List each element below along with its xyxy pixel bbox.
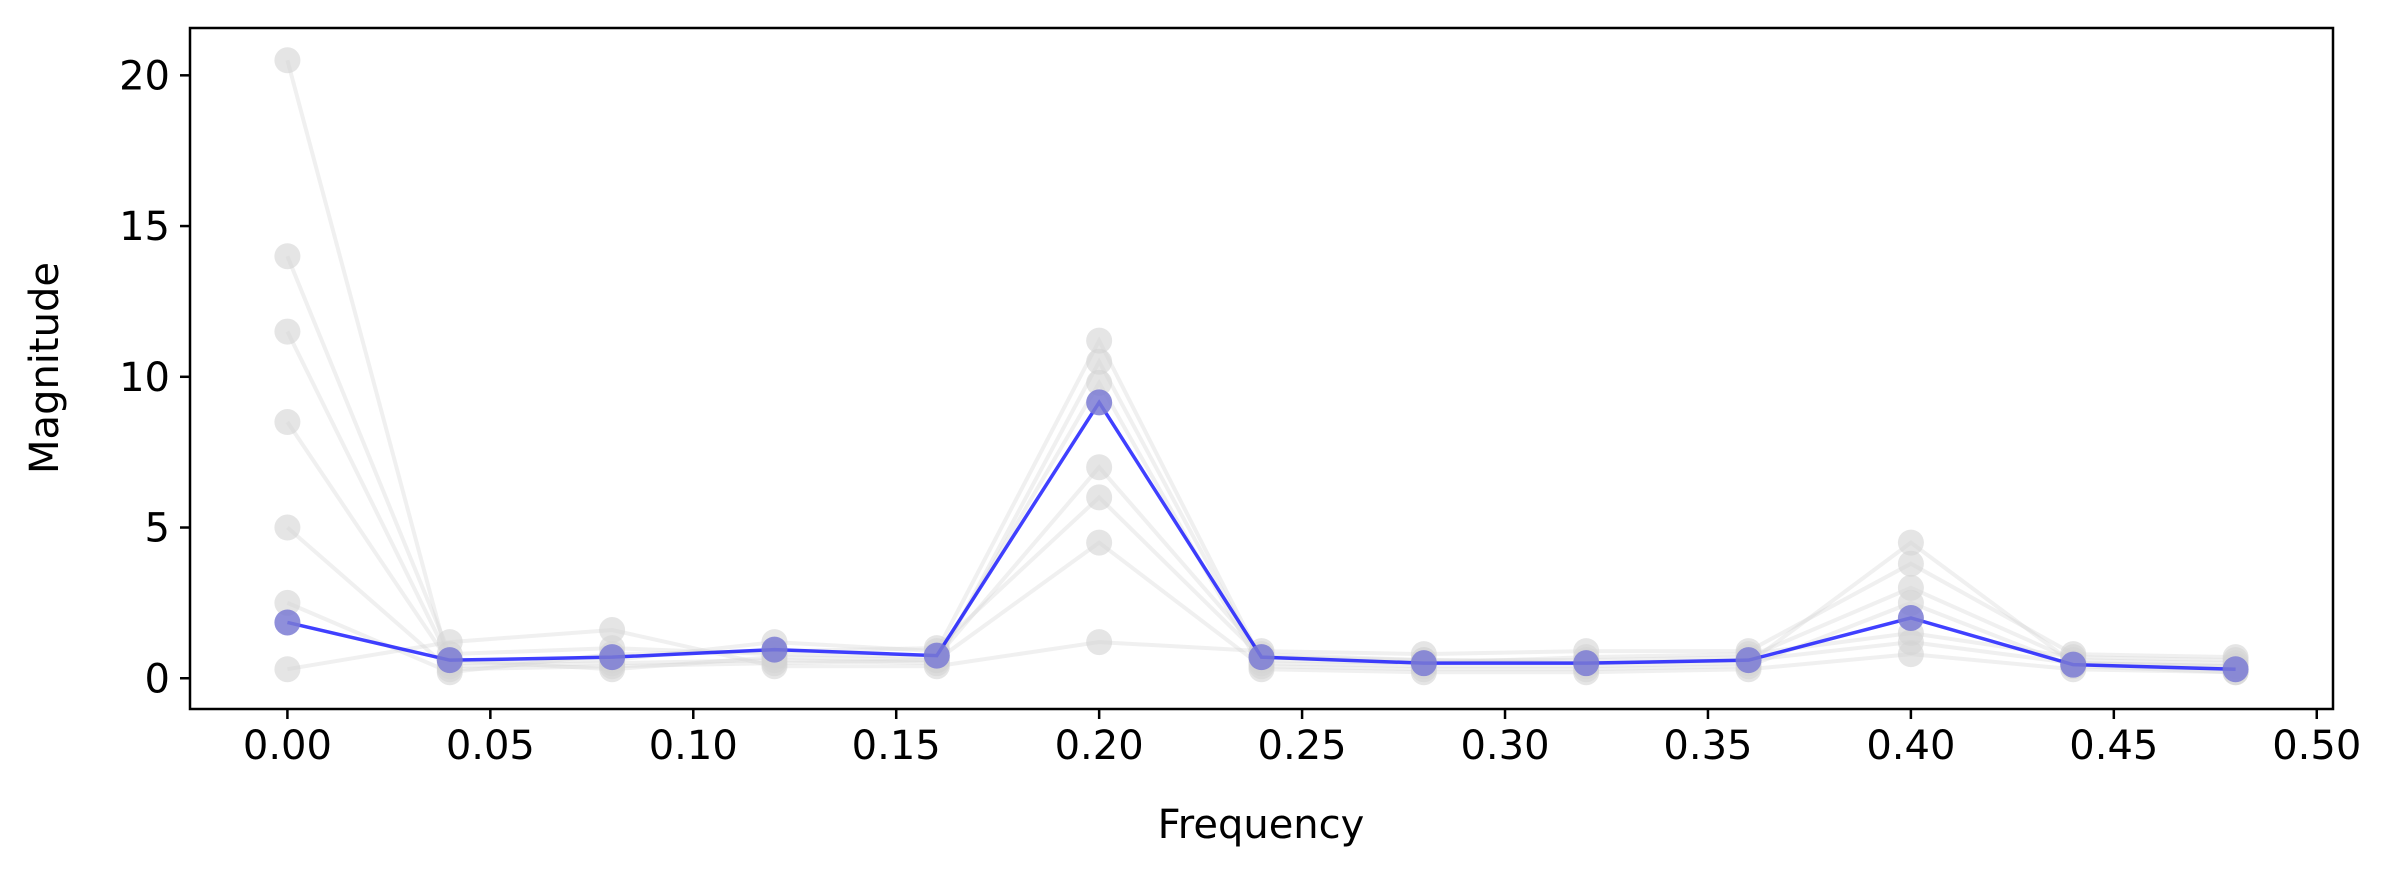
y-tick-label: 15 [119,204,170,250]
data-point [274,243,301,270]
data-point [274,47,301,74]
x-tick-label: 0.25 [1258,723,1347,769]
data-point [761,636,788,663]
y-tick-label: 0 [145,656,170,702]
y-axis-label: Magnitude [22,262,68,474]
data-point [1086,348,1113,375]
data-point [274,589,301,616]
x-tick-label: 0.00 [243,723,332,769]
y-tick-label: 20 [119,53,170,99]
series-line [285,255,2236,666]
series-line [285,59,2236,669]
data-point [2222,656,2249,683]
data-point [1735,647,1762,674]
x-tick-label: 0.20 [1055,723,1144,769]
x-axis-label: Frequency [1158,802,1365,848]
data-point [1248,644,1275,671]
data-point [1897,550,1924,577]
data-point [274,656,301,683]
data-point [274,318,301,345]
x-tick-label: 0.40 [1866,723,1955,769]
y-tick-label: 5 [145,506,170,552]
x-tick-label: 0.45 [2069,723,2158,769]
data-point [2060,651,2087,678]
data-point [1086,629,1113,656]
data-point [1410,650,1437,677]
series-line [285,330,2236,675]
data-point [274,514,301,541]
y-tick-label: 10 [119,355,170,401]
data-point [923,642,950,669]
data-point [1573,650,1600,677]
plot-frame [188,26,2335,711]
data-point [436,629,463,656]
data-point [1897,529,1924,556]
data-point [274,609,301,636]
data-point [599,644,626,671]
data-point [1086,484,1113,511]
data-point [1086,327,1113,354]
data-point [1897,604,1924,631]
data-point [1086,389,1113,416]
x-tick-label: 0.05 [446,723,535,769]
data-point [599,617,626,644]
x-tick-label: 0.10 [649,723,738,769]
data-point [274,409,301,436]
x-tick-label: 0.30 [1460,723,1549,769]
data-point [1086,454,1113,481]
data-point [436,647,463,674]
series-line [287,399,2236,671]
x-tick-label: 0.15 [852,723,941,769]
data-point [1086,369,1113,396]
data-point [1086,529,1113,556]
x-tick-label: 0.50 [2272,723,2361,769]
data-point [1897,629,1924,656]
x-tick-label: 0.35 [1663,723,1752,769]
